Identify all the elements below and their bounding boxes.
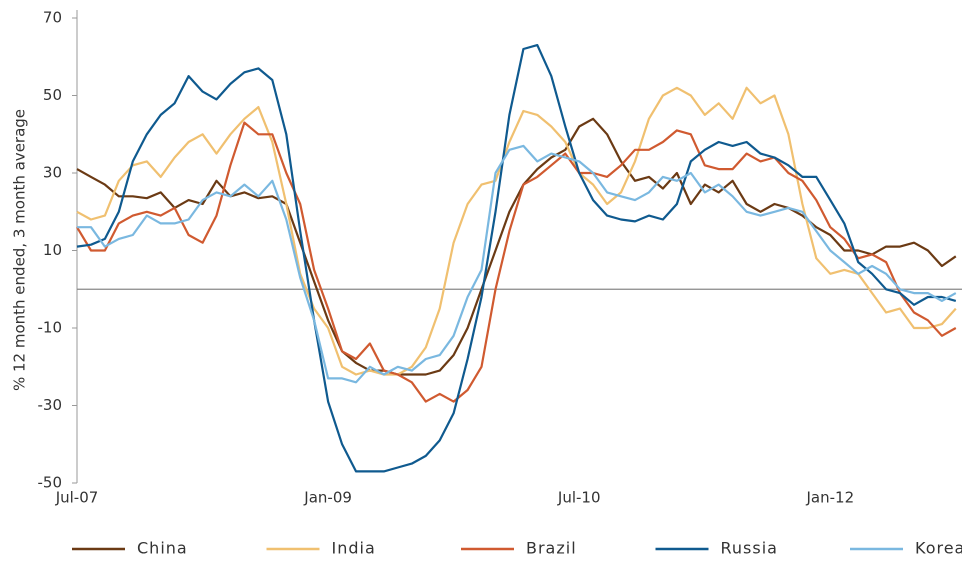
- legend-label: China: [137, 539, 188, 558]
- y-tick-label: -10: [38, 319, 63, 337]
- y-tick-label: 10: [43, 241, 62, 259]
- legend-label: India: [332, 539, 376, 558]
- y-tick-label: -30: [38, 396, 63, 414]
- y-tick-label: 50: [43, 86, 62, 104]
- x-tick-label: Jul-10: [557, 489, 601, 507]
- y-tick-label: 30: [43, 164, 62, 182]
- line-series: [76, 86, 957, 376]
- y-tick-label: 70: [43, 9, 62, 27]
- legend-label: Brazil: [526, 539, 577, 558]
- line-series: [76, 121, 957, 403]
- x-tick-label: Jul-07: [55, 489, 99, 507]
- legend-label: Korea: [915, 539, 962, 558]
- y-tick-label: -50: [38, 474, 63, 492]
- y-axis-label: % 12 month ended, 3 month average: [11, 109, 29, 391]
- line-series: [76, 117, 957, 376]
- line-series: [76, 44, 957, 473]
- x-tick-label: Jan-09: [303, 489, 352, 507]
- x-tick-label: Jan-12: [805, 489, 854, 507]
- legend-label: Russia: [721, 539, 778, 558]
- line-series: [77, 144, 957, 384]
